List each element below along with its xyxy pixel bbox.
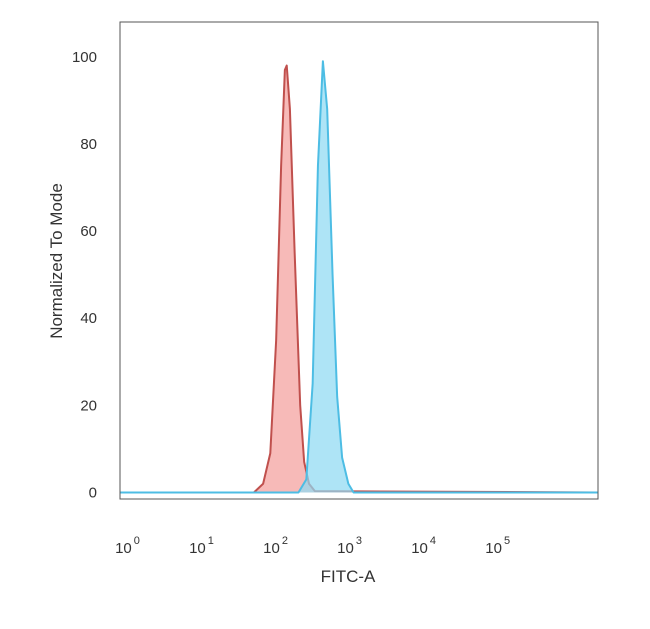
histogram-area-1 <box>120 66 598 493</box>
x-axis-label: FITC-A <box>321 567 376 586</box>
y-tick-label: 20 <box>80 397 97 414</box>
y-tick-label: 60 <box>80 223 97 240</box>
x-axis-ticks: 10 0 10 1 10 2 10 3 10 4 10 5 <box>115 535 510 557</box>
x-tick-label: 10 3 <box>337 535 362 557</box>
y-tick-label: 40 <box>80 310 97 327</box>
series-layer <box>120 61 598 492</box>
y-axis-label: Normalized To Mode <box>47 183 66 339</box>
x-tick-label: 10 1 <box>189 535 214 557</box>
histogram-line-1 <box>120 66 598 493</box>
x-tick-label: 10 5 <box>485 535 510 557</box>
y-tick-label: 80 <box>80 136 97 153</box>
y-tick-label: 100 <box>72 49 97 66</box>
y-axis-ticks: 0 20 40 60 80 100 <box>72 49 97 502</box>
histogram-line-2 <box>120 61 598 492</box>
x-tick-label: 10 0 <box>115 535 140 557</box>
histogram-area-2 <box>120 61 598 492</box>
plot-frame <box>120 22 598 499</box>
x-tick-label: 10 2 <box>263 535 288 557</box>
x-tick-label: 10 4 <box>411 535 436 557</box>
y-tick-label: 0 <box>89 484 97 501</box>
